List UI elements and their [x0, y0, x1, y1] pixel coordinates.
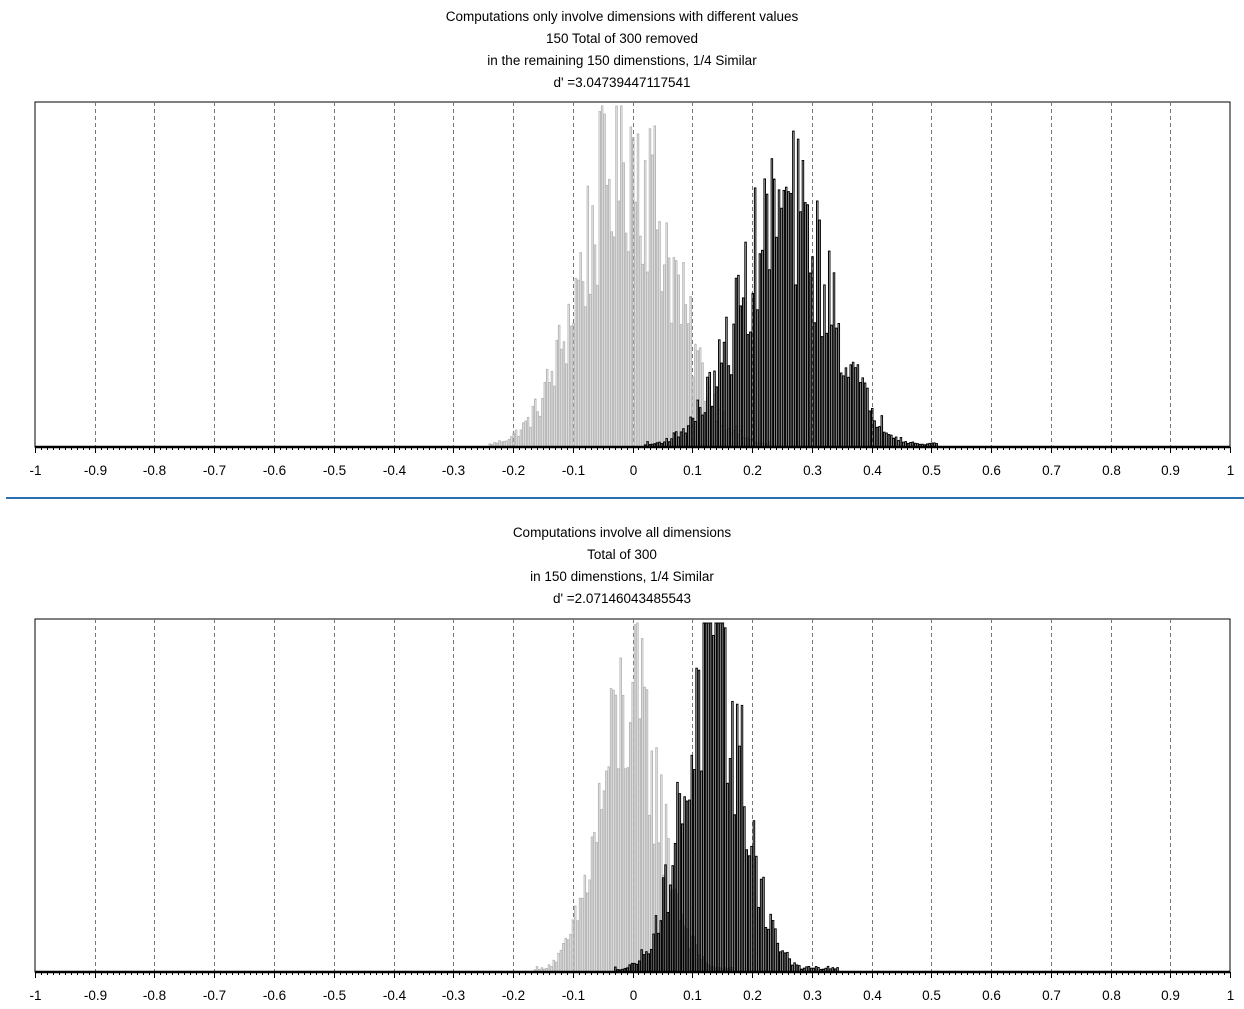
x-tick-label: -0.4 [383, 988, 407, 1003]
x-tick-label: -0.2 [502, 463, 525, 478]
series-black [643, 130, 939, 448]
x-tick-label: -0.2 [502, 988, 525, 1003]
x-tick-label: -0.3 [442, 988, 465, 1003]
x-tick-label: 1 [1227, 988, 1235, 1003]
chart-title-bottom: Computations involve all dimensions Tota… [0, 522, 1244, 610]
x-tick-label: 0.6 [982, 463, 1001, 478]
panel-divider [6, 497, 1244, 499]
x-tick-label: 0.1 [683, 463, 702, 478]
x-tick-label: -0.7 [203, 463, 226, 478]
plot-frame [34, 618, 1231, 973]
title-line-3: in the remaining 150 dimenstions, 1/4 Si… [487, 53, 757, 68]
x-tick-label: 0.4 [863, 463, 882, 478]
title-line-1: Computations only involve dimensions wit… [445, 9, 799, 24]
x-tick-label: -1 [29, 988, 41, 1003]
x-tick-label: 0.5 [922, 988, 941, 1003]
title-line-4: d' =3.04739447117541 [553, 75, 691, 90]
x-tick-label: 0.2 [743, 988, 762, 1003]
x-tick-label: -0.8 [143, 463, 166, 478]
x-tick-label: -0.5 [323, 988, 346, 1003]
title-line-2: Total of 300 [587, 547, 657, 562]
x-tick-label: 0.3 [803, 463, 822, 478]
title-line-1: Computations involve all dimensions [512, 525, 732, 540]
x-tick-label: -0.1 [562, 463, 585, 478]
x-tick-label: 1 [1227, 463, 1235, 478]
x-axis-ticks: -1 -0.9 -0.8 -0.7 -0.6 -0.5 -0.4 -0.3 -0.2 -0.1 0 0… [29, 988, 1234, 1003]
x-tick-label: -0.9 [84, 463, 107, 478]
x-tick-label: 0.8 [1102, 463, 1121, 478]
title-line-2: 150 Total of 300 removed [545, 31, 699, 46]
x-tick-label: 0.7 [1042, 988, 1061, 1003]
x-tick-label: 0.1 [683, 988, 702, 1003]
x-tick-label: 0.5 [922, 463, 941, 478]
x-tick-label: -0.5 [323, 463, 346, 478]
x-tick-label: 0.6 [982, 988, 1001, 1003]
x-tick-label: -0.3 [442, 463, 465, 478]
x-tick-label: -0.1 [562, 988, 585, 1003]
x-tick-label: -0.9 [84, 988, 107, 1003]
x-axis-ticks: -1 -0.9 -0.8 -0.7 -0.6 -0.5 -0.4 -0.3 -0.2 -0.1 0 0… [29, 463, 1234, 478]
x-tick-label: 0.2 [743, 463, 762, 478]
x-tick-label: -0.6 [263, 988, 286, 1003]
x-tick-label: -0.4 [383, 463, 407, 478]
x-tick-label: 0 [630, 988, 638, 1003]
histogram-chart-bottom: -1 -0.9 -0.8 -0.7 -0.6 -0.5 -0.4 -0.3 -0.2 -0.1 0 0… [29, 618, 1234, 1003]
x-tick-label: 0.4 [863, 988, 882, 1003]
histogram-chart-top: -1 -0.9 -0.8 -0.7 -0.6 -0.5 -0.4 -0.3 -0.2 -0.1 0 0… [29, 101, 1234, 478]
title-line-4: d' =2.07146043485543 [552, 591, 692, 606]
x-tick-label: -0.6 [263, 463, 286, 478]
x-tick-label: 0.9 [1161, 463, 1180, 478]
chart-panel-bottom: Computations involve all dimensions Tota… [0, 500, 1244, 1009]
x-tick-label: -0.8 [143, 988, 166, 1003]
x-tick-label: -0.7 [203, 988, 226, 1003]
title-line-3: in 150 dimenstions, 1/4 Similar [530, 569, 714, 584]
x-tick-label: 0.7 [1042, 463, 1061, 478]
x-tick-label: 0.3 [803, 988, 822, 1003]
x-tick-label: -1 [29, 463, 41, 478]
x-tick-label: 0.8 [1102, 988, 1121, 1003]
chart-panel-top: Computations only involve dimensions wit… [0, 0, 1244, 497]
x-tick-label: 0 [630, 463, 638, 478]
x-tick-label: 0.9 [1161, 988, 1180, 1003]
chart-title-top: Computations only involve dimensions wit… [0, 6, 1244, 94]
